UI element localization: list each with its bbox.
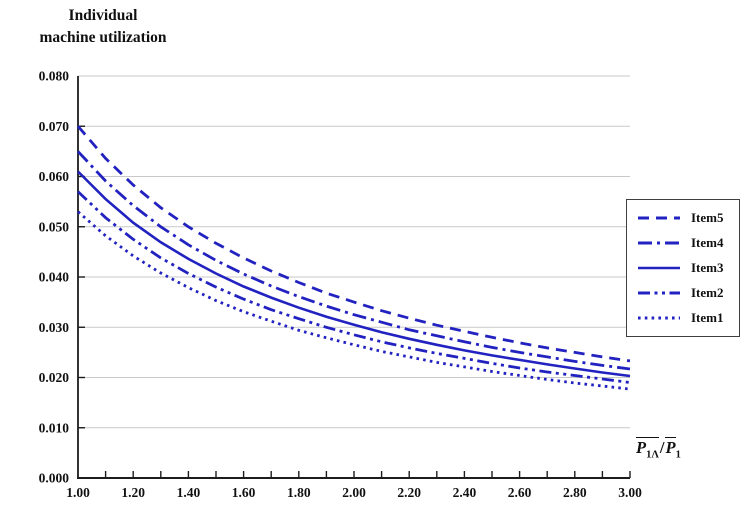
series-line-item4 [76, 150, 631, 371]
series-line-item2 [77, 190, 631, 384]
x-tick-label: 1.60 [232, 485, 256, 500]
chart-title: Individual machine utilization [8, 5, 198, 48]
y-tick-label: 0.060 [39, 169, 70, 184]
formula-slash: / [659, 438, 665, 457]
x-tick-label: 2.80 [563, 485, 587, 500]
series-line-item5 [76, 125, 631, 363]
legend-item-item3: Item3 [636, 260, 733, 276]
series-line-item1 [77, 210, 631, 391]
y-tick-label: 0.080 [39, 69, 70, 84]
legend-line-sample [638, 316, 680, 320]
chart-title-line1: Individual [68, 7, 138, 24]
legend-label: Item3 [691, 259, 724, 275]
x-tick-label: 1.40 [177, 485, 201, 500]
x-tick-label: 1.20 [121, 485, 145, 500]
legend-line-sample [638, 216, 680, 220]
legend-item-item2: Item2 [636, 285, 733, 301]
chart-title-line2: machine utilization [39, 28, 167, 46]
legend-item-item1: Item1 [636, 310, 733, 326]
legend-label: Item5 [691, 210, 724, 226]
chart-legend: Item5 Item4 Item3 Item2 Item1 [626, 199, 740, 337]
y-tick-label: 0.020 [39, 370, 70, 385]
y-tick-label: 0.050 [39, 219, 70, 234]
legend-line-sample [638, 241, 680, 245]
legend-item-item4: Item4 [636, 235, 733, 251]
x-tick-label: 1.00 [66, 485, 90, 500]
series-line-item3 [77, 170, 631, 378]
x-tick-label: 2.20 [397, 485, 421, 500]
formula-denominator-sub: 1 [675, 449, 681, 461]
x-tick-label: 1.80 [287, 485, 311, 500]
legend-item-item5: Item5 [636, 210, 733, 226]
legend-line-sample [638, 291, 680, 295]
y-tick-label: 0.000 [39, 471, 70, 486]
y-tick-label: 0.040 [39, 270, 70, 285]
x-tick-label: 2.60 [508, 485, 532, 500]
x-tick-label: 2.40 [453, 485, 477, 500]
y-tick-label: 0.010 [39, 420, 70, 435]
legend-label: Item2 [691, 284, 724, 300]
y-tick-label: 0.070 [39, 119, 70, 134]
x-tick-label: 3.00 [618, 485, 642, 500]
formula-numerator: P1Λ [636, 437, 659, 461]
y-tick-label: 0.030 [39, 320, 70, 335]
legend-line-sample [638, 266, 680, 270]
x-tick-label: 2.00 [342, 485, 366, 500]
legend-label: Item4 [691, 235, 724, 251]
formula-denominator-base: P [665, 437, 676, 457]
x-axis-label-formula: P1Λ/P1 [636, 437, 681, 460]
legend-label: Item1 [691, 309, 724, 325]
